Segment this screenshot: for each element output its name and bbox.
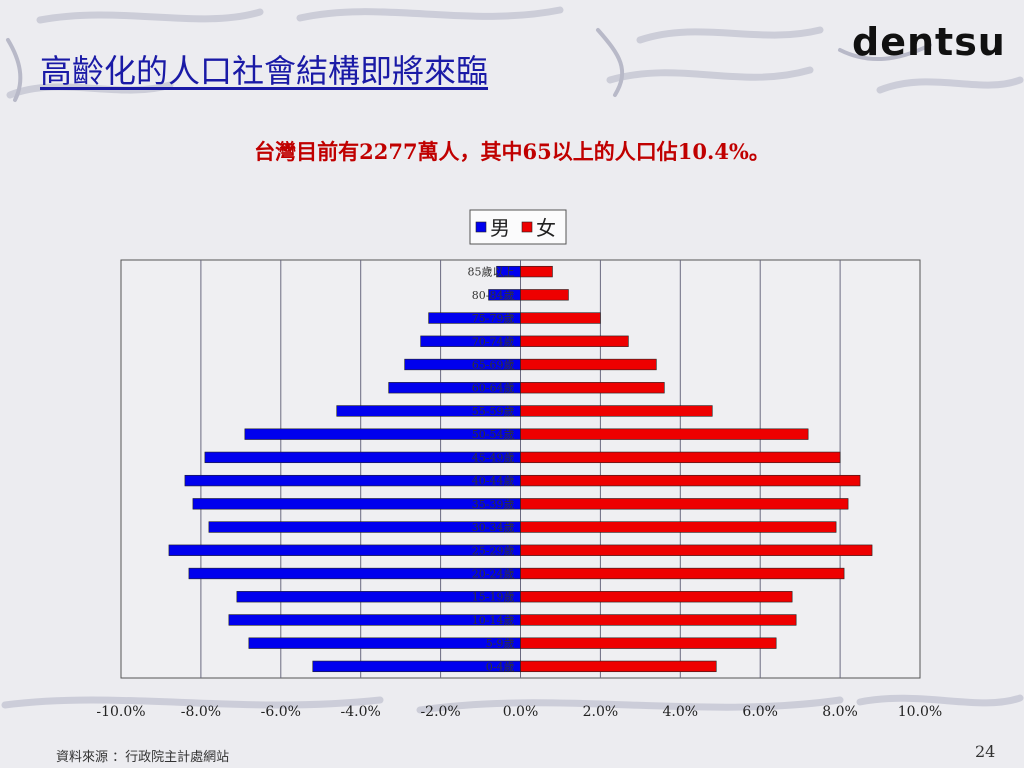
female-bar [520,451,841,464]
category-label: 50-54歲 [472,427,515,441]
female-bar [520,544,873,556]
female-bar [520,637,777,649]
x-tick-label: 10.0% [898,704,942,720]
category-label: 15-19歲 [472,590,515,604]
category-label: 45-49歲 [472,450,515,464]
female-bar [520,498,849,510]
legend-label-female: 女 [536,216,556,240]
dentsu-logo: dentsu [852,20,1006,64]
data-source: 資料來源 ：行政院主計處網站 [56,750,230,765]
female-bar [520,405,713,417]
category-label: 30-34歲 [472,520,515,534]
x-tick-label: 4.0% [663,704,699,720]
category-label: 40-44歲 [472,474,515,488]
category-label: 70-74歲 [472,334,515,348]
category-label: 5-9歲 [486,636,515,650]
category-label: 20-24歲 [472,567,515,581]
x-tick-label: -6.0% [261,704,301,720]
category-label: 25-29歲 [472,543,515,557]
page-number: 24 [975,742,996,761]
category-label: 0-4歲 [486,659,515,673]
slide-title: 高齡化的人口社會結構即將來臨 [40,52,489,90]
x-tick-label: -10.0% [96,704,145,720]
female-bar [520,382,665,394]
female-bar [520,521,837,533]
female-bar [520,265,553,278]
legend-label-male: 男 [490,216,510,240]
female-bar [520,474,861,487]
x-tick-label: 6.0% [742,704,778,720]
male-bar [184,474,521,487]
male-bar [188,567,521,580]
category-label: 75-79歲 [472,311,515,325]
chart-subtitle: 台灣目前有2277萬人，其中65以上的人口佔10.4%。 [254,139,770,164]
category-label: 65-69歲 [472,358,515,372]
female-bar [520,312,601,324]
x-tick-label: -2.0% [420,704,460,720]
category-label: 60-64歲 [472,381,515,395]
female-bar [520,358,657,371]
male-bar [168,544,521,556]
category-label: 35-39歲 [472,497,515,511]
female-bar [520,428,809,440]
male-bar [248,637,521,649]
female-bar [520,614,797,626]
female-bar [520,567,845,580]
female-bar [520,289,569,301]
legend-swatch-female [521,221,533,233]
category-label: 55-59歲 [472,404,515,418]
category-label: 80-84歲 [472,288,515,302]
x-tick-label: 2.0% [583,704,619,720]
x-tick-label: 8.0% [822,704,858,720]
x-tick-label: -4.0% [341,704,381,720]
x-tick-label: -8.0% [181,704,221,720]
female-bar [520,591,793,603]
female-bar [520,660,717,673]
category-label: 10-14歲 [472,613,515,627]
female-bar [520,335,629,347]
legend-swatch-male [475,221,487,233]
x-tick-label: 0.0% [503,704,539,720]
category-label: 85歲以上 [468,265,515,279]
